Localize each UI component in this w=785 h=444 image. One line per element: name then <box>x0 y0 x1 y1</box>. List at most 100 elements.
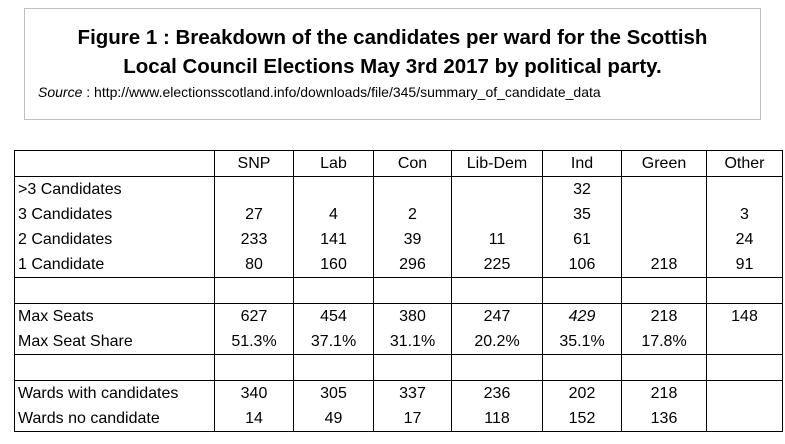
table-cell: 3 <box>706 202 783 227</box>
header-row: SNP Lab Con Lib-Dem Ind Green Other <box>14 150 783 177</box>
table-cell <box>621 227 707 252</box>
table-row: 2 Candidates 233 141 39 11 61 24 <box>14 227 783 252</box>
table-cell: 236 <box>451 380 543 406</box>
table-cell: 51.3% <box>214 329 294 355</box>
table-cell: 218 <box>621 303 707 329</box>
table-cell: 337 <box>373 380 452 406</box>
column-header: Other <box>706 150 783 177</box>
table-cell: 80 <box>214 252 294 278</box>
title-line-1: Figure 1 : Breakdown of the candidates p… <box>77 26 708 49</box>
column-header: Ind <box>542 150 622 177</box>
table-cell: 27 <box>214 202 294 227</box>
table-cell: 20.2% <box>451 329 543 355</box>
table-cell: 39 <box>373 227 452 252</box>
source-url: : http://www.electionsscotland.info/down… <box>82 84 601 100</box>
row-label <box>14 277 215 304</box>
title-line-2: Local Council Elections May 3rd 2017 by … <box>123 55 662 78</box>
table-cell <box>706 406 783 432</box>
table-cell <box>621 202 707 227</box>
table-cell: 233 <box>214 227 294 252</box>
table-cell: 305 <box>293 380 374 406</box>
table-cell: 296 <box>373 252 452 278</box>
source-label: Source <box>38 84 83 100</box>
table-cell <box>706 380 783 406</box>
table-cell: 141 <box>293 227 374 252</box>
table-cell: 202 <box>542 380 622 406</box>
row-label: 3 Candidates <box>14 202 215 227</box>
table-cell: 31.1% <box>373 329 452 355</box>
figure-title-box: Figure 1 : Breakdown of the candidates p… <box>24 8 761 120</box>
table-cell <box>293 277 374 304</box>
table-cell: 37.1% <box>293 329 374 355</box>
table-cell: 49 <box>293 406 374 432</box>
table-cell <box>451 202 543 227</box>
table-cell: 627 <box>214 303 294 329</box>
table-cell <box>706 176 783 202</box>
table-cell <box>214 176 294 202</box>
row-label: Max Seats <box>14 303 215 329</box>
table-cell <box>542 354 622 381</box>
table-cell: 2 <box>373 202 452 227</box>
table-cell: 218 <box>621 252 707 278</box>
table-cell <box>621 176 707 202</box>
table-row: Wards no candidate 14 49 17 118 152 136 <box>14 406 783 432</box>
table-cell <box>451 354 543 381</box>
table-cell: 152 <box>542 406 622 432</box>
table-cell <box>706 277 783 304</box>
table-cell: 11 <box>451 227 543 252</box>
table-row: >3 Candidates 32 <box>14 176 783 202</box>
table-cell: 24 <box>706 227 783 252</box>
table-row: Max Seats 627 454 380 247 429 218 148 <box>14 303 783 329</box>
table-cell <box>621 277 707 304</box>
table-cell: 106 <box>542 252 622 278</box>
column-header: SNP <box>214 150 294 177</box>
row-label: >3 Candidates <box>14 176 215 202</box>
table-cell <box>706 329 783 355</box>
table-cell: 225 <box>451 252 543 278</box>
table-cell: 32 <box>542 176 622 202</box>
table-cell: 35.1% <box>542 329 622 355</box>
figure-title: Figure 1 : Breakdown of the candidates p… <box>25 9 760 81</box>
table-cell: 380 <box>373 303 452 329</box>
table-cell <box>621 354 707 381</box>
table-cell <box>706 354 783 381</box>
table-cell: 17.8% <box>621 329 707 355</box>
table-cell <box>214 277 294 304</box>
table-cell <box>293 176 374 202</box>
table-cell: 429 <box>542 303 622 329</box>
table-cell <box>373 277 452 304</box>
table-row: 3 Candidates 27 4 2 35 3 <box>14 202 783 227</box>
table-cell: 61 <box>542 227 622 252</box>
table-cell: 136 <box>621 406 707 432</box>
row-label <box>14 354 215 381</box>
table-cell <box>214 354 294 381</box>
table-cell: 118 <box>451 406 543 432</box>
spacer-row <box>14 354 783 381</box>
column-header: Con <box>373 150 452 177</box>
table-cell: 4 <box>293 202 374 227</box>
source-line: Source : http://www.electionsscotland.in… <box>25 81 760 101</box>
column-header: Green <box>621 150 707 177</box>
table-cell: 247 <box>451 303 543 329</box>
table-cell <box>542 277 622 304</box>
table-cell: 218 <box>621 380 707 406</box>
column-header: Lib-Dem <box>451 150 543 177</box>
row-label <box>14 150 215 177</box>
table-cell: 91 <box>706 252 783 278</box>
row-label: Max Seat Share <box>14 329 215 355</box>
row-label: Wards no candidate <box>14 406 215 432</box>
table-cell: 14 <box>214 406 294 432</box>
row-label: Wards with candidates <box>14 380 215 406</box>
table-cell <box>451 277 543 304</box>
table-cell: 17 <box>373 406 452 432</box>
table-cell: 340 <box>214 380 294 406</box>
table-cell <box>373 176 452 202</box>
row-label: 2 Candidates <box>14 227 215 252</box>
table-cell: 454 <box>293 303 374 329</box>
table-cell: 160 <box>293 252 374 278</box>
table-row: Max Seat Share 51.3% 37.1% 31.1% 20.2% 35.1% 1… <box>14 329 783 355</box>
table-cell <box>293 354 374 381</box>
candidates-table: SNP Lab Con Lib-Dem Ind Green Other >3 Candidat… <box>14 150 783 432</box>
table-cell: 35 <box>542 202 622 227</box>
table-cell <box>373 354 452 381</box>
